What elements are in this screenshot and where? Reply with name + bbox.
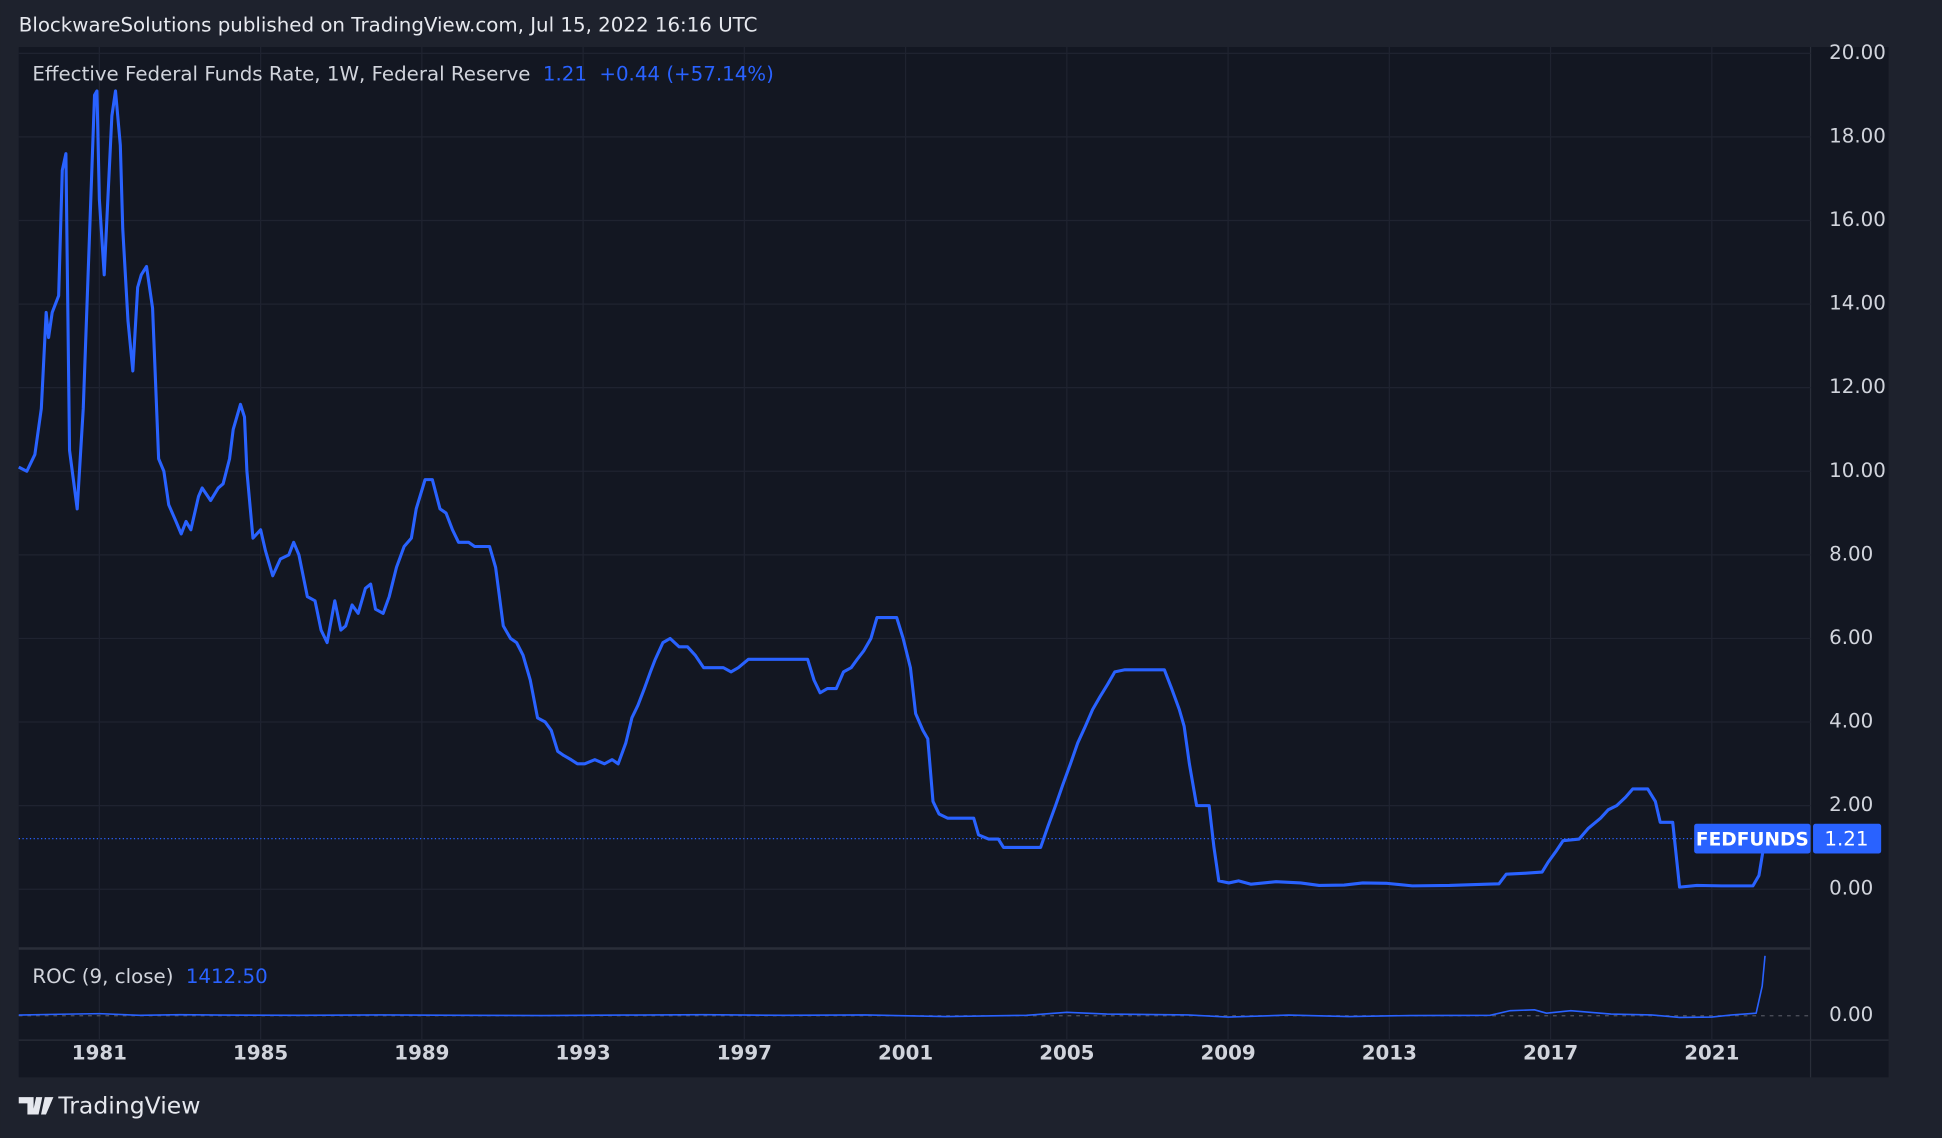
x-tick-label: 2013 — [1362, 1041, 1417, 1064]
x-tick-label: 2005 — [1039, 1041, 1094, 1064]
y-tick-label: 0.00 — [1829, 877, 1873, 900]
footer-brand: TradingView — [57, 1092, 200, 1120]
y-tick-label: 10.00 — [1829, 459, 1886, 482]
x-tick-label: 1993 — [556, 1041, 611, 1064]
legend-name: Effective Federal Funds Rate, 1W, Federa… — [32, 62, 530, 85]
x-tick-label: 1989 — [394, 1041, 449, 1064]
y-tick-label: 16.00 — [1829, 208, 1886, 231]
x-tick-label: 2009 — [1201, 1041, 1256, 1064]
price-tag-bg — [1813, 823, 1882, 854]
chart-frame — [18, 47, 1889, 1078]
symbol-tag: FEDFUNDS — [1696, 829, 1809, 850]
legend-change: +0.44 (+57.14%) — [599, 62, 773, 85]
y-tick-label: 6.00 — [1829, 626, 1873, 649]
label-layer: 1981 1985 1989 1993 1997 2001 2005 2009 2013 2017… — [32, 41, 1885, 1064]
y-tick-label: 8.00 — [1829, 542, 1873, 565]
x-tick-label: 2001 — [878, 1041, 933, 1064]
legend: ROC (9, close) 1412.50 — [32, 965, 267, 988]
symbol-tag-bg — [1694, 823, 1811, 854]
x-tick-label: 2021 — [1684, 1041, 1739, 1064]
x-tick-label: 1997 — [717, 1041, 772, 1064]
y-tick-label: 20.00 — [1829, 41, 1886, 64]
logo-icon — [18, 1097, 54, 1115]
legend-value: 1.21 — [543, 62, 587, 85]
price-tag: 1.21 — [1824, 827, 1868, 850]
legend: Effective Federal Funds Rate, 1W, Federa… — [32, 62, 773, 85]
legend-value: 1412.50 — [186, 965, 268, 988]
x-tick-label: 1985 — [233, 1041, 288, 1064]
y-tick-label: 0.00 — [1829, 1003, 1873, 1026]
y-tick-label: 14.00 — [1829, 292, 1886, 315]
y-tick-label: 4.00 — [1829, 710, 1873, 733]
header: BlockwareSolutions published on TradingV… — [19, 14, 758, 37]
series-line — [18, 955, 1766, 1019]
tradingview-logo: TradingView — [18, 1092, 200, 1120]
legend-name: ROC (9, close) — [32, 965, 173, 988]
x-tick-label: 2017 — [1523, 1041, 1578, 1064]
y-tick-label: 2.00 — [1829, 793, 1873, 816]
y-tick-label: 18.00 — [1829, 124, 1886, 147]
series-layer — [18, 89, 1767, 1019]
y-tick-label: 12.00 — [1829, 375, 1886, 398]
x-tick-label: 1981 — [72, 1041, 127, 1064]
series-line — [18, 89, 1767, 889]
